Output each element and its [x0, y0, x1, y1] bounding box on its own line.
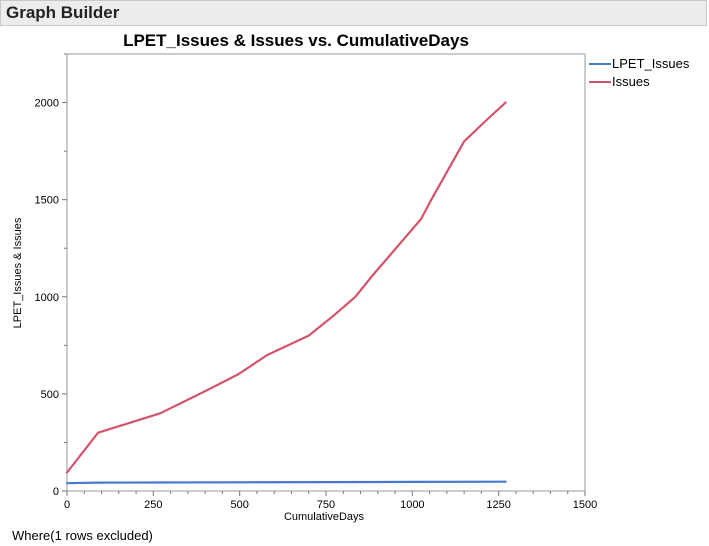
window-title-bar[interactable]: Graph Builder — [0, 0, 707, 26]
x-tick-label: 1000 — [400, 499, 424, 511]
x-tick-label: 750 — [317, 499, 335, 511]
y-tick-label: 500 — [41, 389, 59, 401]
plot-frame — [66, 53, 586, 492]
x-tick-label: 250 — [144, 499, 162, 511]
chart-title: LPET_Issues & Issues vs. CumulativeDays — [123, 31, 469, 50]
legend-item-issues[interactable]: Issues — [589, 74, 650, 89]
x-tick-label: 1500 — [573, 499, 597, 511]
legend-label: Issues — [612, 74, 650, 89]
line-chart: LPET_Issues & Issues vs. CumulativeDays … — [12, 31, 690, 523]
legend[interactable]: LPET_Issues Issues — [589, 56, 690, 89]
series-line-lpet-issues — [65, 480, 507, 485]
series-line-issues — [65, 101, 507, 474]
y-tick-label: 1000 — [35, 292, 59, 304]
y-tick-label: 1500 — [35, 195, 59, 207]
x-tick-label: 500 — [230, 499, 248, 511]
series-layer — [65, 101, 507, 485]
x-axis: 0 250 500 750 1000 1250 1500 — [64, 491, 597, 511]
window-title: Graph Builder — [6, 3, 120, 22]
x-tick-label: 0 — [64, 499, 70, 511]
y-tick-label: 2000 — [35, 98, 59, 110]
x-axis-label: CumulativeDays — [284, 511, 365, 523]
excluded-rows-note: Where(1 rows excluded) — [12, 528, 153, 543]
y-tick-label: 0 — [53, 486, 59, 498]
y-axis: 0 500 1000 1500 2000 — [35, 53, 67, 498]
y-axis-label: LPET_Issues & Issues — [12, 217, 24, 328]
x-tick-label: 1250 — [486, 499, 510, 511]
legend-label: LPET_Issues — [612, 56, 690, 71]
legend-item-lpet-issues[interactable]: LPET_Issues — [589, 56, 690, 71]
